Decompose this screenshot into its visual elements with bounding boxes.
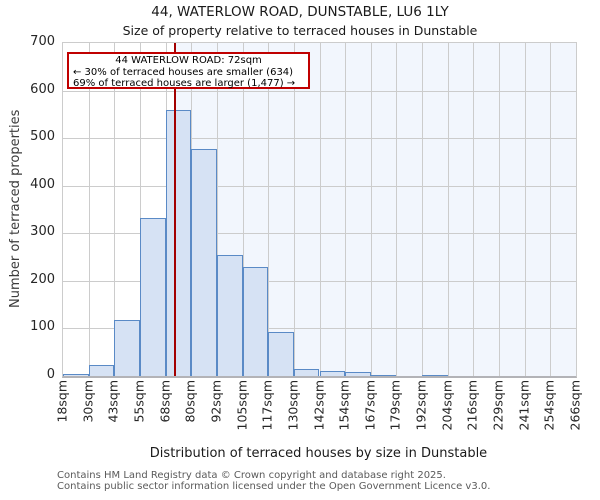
v-gridline [216,43,218,376]
y-tick-label: 600 [30,81,55,97]
footer-line-2: Contains public sector information licen… [57,480,491,492]
x-tick-label: 18sqm [54,380,70,423]
x-tick-label: 130sqm [285,380,301,431]
bar [165,109,192,376]
bar [139,217,166,376]
v-gridline [242,43,244,376]
x-tick-label: 229sqm [490,380,506,431]
y-tick-label: 500 [30,129,55,145]
x-tick-label: 92sqm [208,380,224,423]
annotation-box: 44 WATERLOW ROAD: 72sqm ← 30% of terrace… [67,52,310,89]
y-tick-label: 100 [30,319,55,335]
x-tick-label: 216sqm [464,380,480,431]
bar [88,365,115,376]
v-gridline [422,43,424,376]
bar [319,371,346,376]
v-gridline [319,43,321,376]
x-tick-label: 43sqm [105,380,121,423]
bar [114,319,140,376]
v-gridline [473,43,475,376]
bar [422,375,448,376]
license-footer: Contains HM Land Registry data © Crown c… [57,470,491,492]
x-tick-label: 204sqm [439,380,455,431]
x-tick-label: 192sqm [413,380,429,431]
v-gridline [370,43,372,376]
v-gridline [268,43,270,376]
plot-area: 44 WATERLOW ROAD: 72sqm ← 30% of terrace… [62,42,577,378]
y-tick-label: 700 [30,34,55,49]
bar [216,255,243,376]
bar [293,368,320,376]
x-tick-label: 241sqm [516,380,532,431]
bar [345,372,371,376]
y-tick-label: 300 [30,224,55,240]
x-tick-label: 68sqm [157,380,173,423]
v-gridline [139,43,141,376]
x-tick-label: 142sqm [311,380,326,431]
chart-title: 44, WATERLOW ROAD, DUNSTABLE, LU6 1LY [151,4,449,20]
x-tick-label: 179sqm [387,380,403,431]
y-tick-label: 0 [46,367,55,382]
v-gridline [293,43,295,376]
y-tick-label: 400 [30,176,55,192]
x-tick-label: 55sqm [131,380,147,423]
y-axis-tick-labels: 0 100 200 300 400 500 600 700 [0,34,55,382]
x-tick-label: 154sqm [336,380,352,431]
x-tick-label: 266sqm [567,380,583,431]
x-axis-tick-labels: 18sqm 30sqm 43sqm 55sqm 68sqm 80sqm 92sqm 105sq… [55,380,583,446]
x-axis-title: Distribution of terraced houses by size … [149,446,488,461]
chart-subtitle: Size of property relative to terraced ho… [122,23,478,38]
y-tick-label: 200 [30,271,55,287]
x-tick-label: 117sqm [259,380,275,431]
bar [63,373,89,376]
bar [370,374,397,376]
bar [268,331,294,376]
v-gridline [88,43,90,376]
annotation-title: 44 WATERLOW ROAD: 72sqm [115,55,262,66]
v-gridline [396,43,398,376]
v-gridline [345,43,347,376]
subject-property-marker-line [173,43,176,376]
bar [191,148,217,376]
footer-line-1: Contains HM Land Registry data © Crown c… [57,470,446,481]
v-gridline [550,43,552,376]
v-gridline [114,43,116,376]
x-tick-label: 105sqm [234,380,250,431]
v-gridline [499,43,501,376]
v-gridline [447,43,449,376]
x-tick-label: 254sqm [541,380,557,431]
x-tick-label: 167sqm [362,380,378,431]
x-tick-label: 30sqm [80,380,96,423]
x-tick-label: 80sqm [182,380,198,423]
bar [242,266,269,376]
annotation-smaller-stat: ← 30% of terraced houses are smaller (63… [73,66,294,78]
annotation-larger-stat: 69% of terraced houses are larger (1,477… [73,78,296,89]
v-gridline [524,43,526,376]
